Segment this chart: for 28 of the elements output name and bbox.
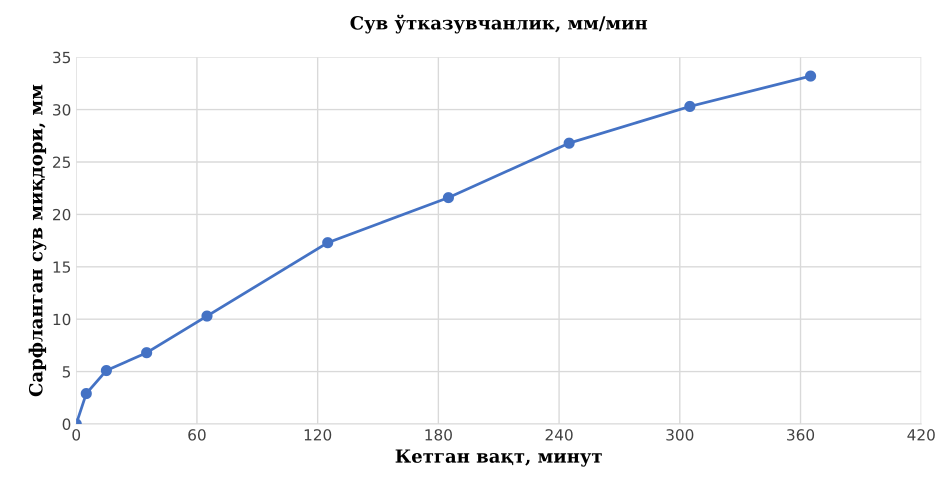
y-axis-title: Сарфланган сув миқдори, мм [28,84,46,396]
y-tick-label: 10 [54,314,70,326]
y-tick-label: 5 [62,366,70,378]
y-tick-label: 0 [62,418,70,430]
x-axis-title: Кетган вақт, минут [396,449,602,467]
point [805,70,816,82]
x-tick-label: 420 [907,429,935,441]
point [684,100,696,112]
x-tick-label: 0 [72,429,80,441]
point [201,310,213,322]
x-tick-label: 360 [787,429,814,441]
y-tick-label: 15 [54,261,70,273]
point [564,138,575,149]
x-tick-label: 300 [666,429,694,441]
x-tick-label: 120 [304,429,332,441]
y-tick-label: 35 [53,52,70,64]
x-tick-label: 60 [188,429,206,441]
y-tick-label: 30 [53,104,70,116]
point [442,192,454,204]
point [141,347,152,358]
chart-title: Сув ўтказувчанлик, мм/мин [350,14,648,34]
y-tick-label: 25 [53,156,70,168]
point [100,364,112,376]
x-tick-label: 180 [425,429,452,441]
x-tick-label: 240 [546,429,573,441]
y-tick-label: 20 [53,208,70,220]
point [80,388,92,400]
point [322,237,334,248]
